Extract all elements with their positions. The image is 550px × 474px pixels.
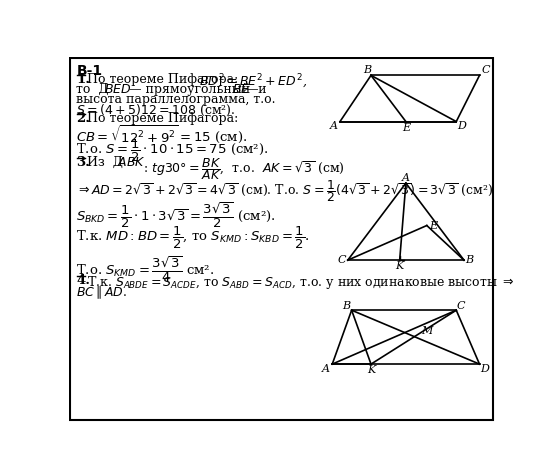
- Text: B: B: [342, 301, 350, 310]
- Text: Т.к. $MD : BD = \dfrac{1}{2}$, то $S_{KMD} : S_{KBD} = \dfrac{1}{2}$.: Т.к. $MD : BD = \dfrac{1}{2}$, то $S_{KM…: [76, 225, 310, 251]
- Text: — прямоугольный  и: — прямоугольный и: [129, 83, 274, 96]
- Text: B: B: [363, 65, 371, 75]
- Text: E: E: [429, 220, 437, 230]
- Text: Т.к. $S_{ABDE} = S_{ACDE}$, то $S_{ABD} = S_{ACD}$, т.о. у них одинаковые высоты: Т.к. $S_{ABDE} = S_{ACDE}$, то $S_{ABD} …: [87, 274, 515, 291]
- Text: D: D: [457, 121, 466, 131]
- Text: D: D: [481, 364, 490, 374]
- Text: Т.о. $S = \dfrac{1}{2} \cdot 10 \cdot 15 = 75$ (см²).: Т.о. $S = \dfrac{1}{2} \cdot 10 \cdot 15…: [76, 138, 269, 164]
- Text: $\Rightarrow AD=2\sqrt{3}+2\sqrt{3} = 4\sqrt{3}$ (см). Т.о. $S = \dfrac{1}{2}(4\: $\Rightarrow AD=2\sqrt{3}+2\sqrt{3} = 4\…: [76, 179, 494, 204]
- Text: Т.о. $S_{KMD} = \dfrac{3\sqrt{3}}{4}$ см².: Т.о. $S_{KMD} = \dfrac{3\sqrt{3}}{4}$ см…: [76, 254, 214, 284]
- Text: K: K: [367, 365, 375, 375]
- Text: A: A: [402, 173, 410, 183]
- Text: : $tg30° = \dfrac{BK}{AK}$,  т.о.  $AK = \sqrt{3}$ (см): : $tg30° = \dfrac{BK}{AK}$, т.о. $AK = \…: [143, 156, 345, 182]
- Text: $CB = \sqrt{12^2 + 9^2} = 15$ (см).: $CB = \sqrt{12^2 + 9^2} = 15$ (см).: [76, 123, 248, 145]
- Text: В-1: В-1: [76, 64, 103, 78]
- Text: C: C: [481, 65, 490, 75]
- Text: B: B: [465, 255, 474, 265]
- Text: C: C: [456, 301, 465, 310]
- Text: $BD^2=BE^2+ED^2$,: $BD^2=BE^2+ED^2$,: [199, 73, 307, 91]
- Text: E: E: [402, 123, 410, 133]
- Text: то  Д: то Д: [76, 83, 109, 96]
- Text: По теореме Пифагора:: По теореме Пифагора:: [87, 73, 243, 86]
- Text: $S_{BKD} = \dfrac{1}{2} \cdot 1 \cdot 3\sqrt{3} = \dfrac{3\sqrt{3}}{2}$ (см²).: $S_{BKD} = \dfrac{1}{2} \cdot 1 \cdot 3\…: [76, 200, 276, 230]
- Text: M: M: [421, 326, 432, 336]
- Text: A: A: [330, 121, 338, 131]
- Text: $BC \parallel AD$.: $BC \parallel AD$.: [76, 285, 128, 301]
- Text: По теореме Пифагора:: По теореме Пифагора:: [87, 112, 239, 125]
- Text: —: —: [245, 83, 258, 96]
- Text: A: A: [322, 364, 330, 374]
- Text: C: C: [337, 255, 346, 265]
- Text: $BED$: $BED$: [103, 83, 131, 96]
- Text: 3.: 3.: [76, 156, 90, 169]
- Text: $BE$: $BE$: [232, 83, 250, 96]
- Text: $S = (4 + 5)12 = 108$ (см²).: $S = (4 + 5)12 = 108$ (см²).: [76, 103, 236, 118]
- Text: K: K: [395, 261, 404, 271]
- Text: высота параллелограмма, т.о.: высота параллелограмма, т.о.: [76, 93, 276, 106]
- Text: 4.: 4.: [76, 274, 91, 287]
- Text: 1.: 1.: [76, 73, 91, 86]
- Text: 2.: 2.: [76, 112, 91, 125]
- Text: $ABK$: $ABK$: [117, 156, 146, 169]
- Text: Из  Д: Из Д: [87, 156, 123, 169]
